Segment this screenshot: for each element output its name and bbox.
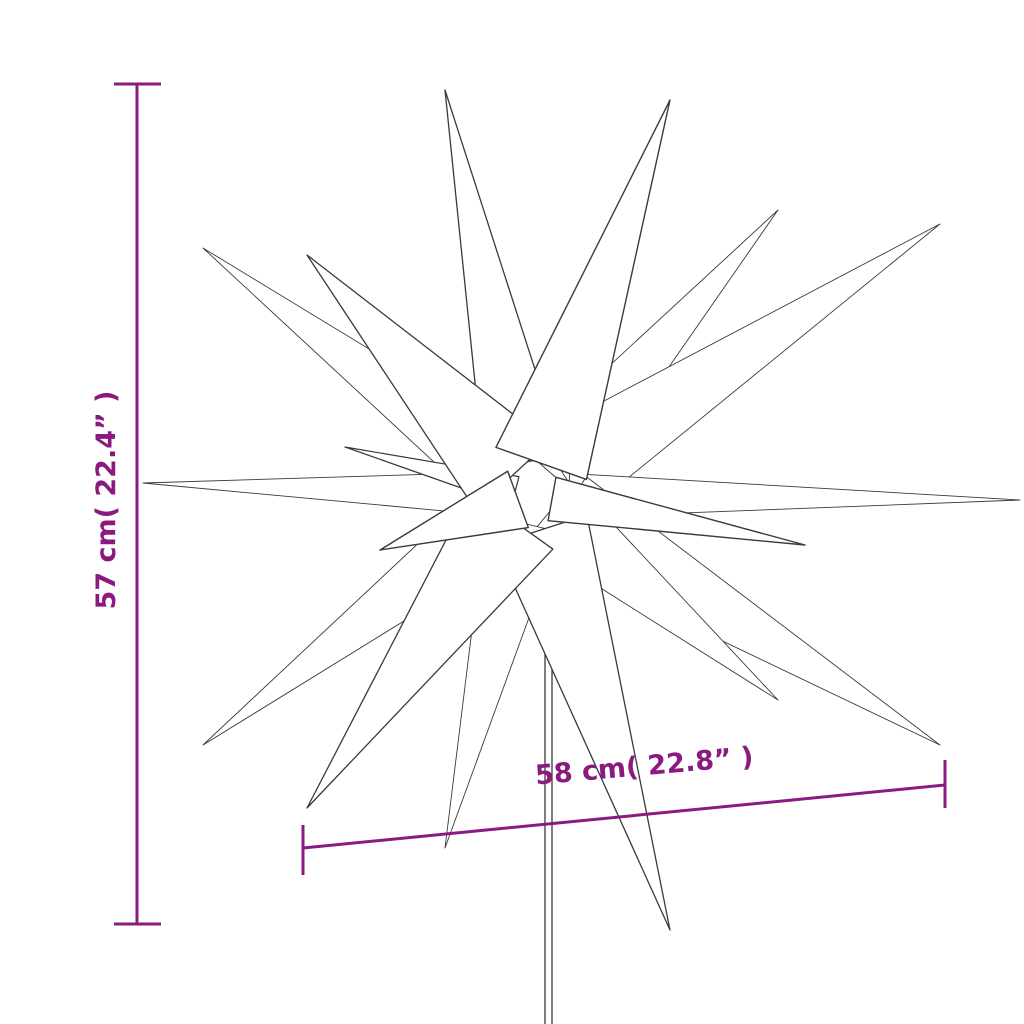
star-spike (547, 476, 806, 546)
star-spike (306, 254, 550, 511)
star-spike (495, 99, 671, 481)
width-label: 58 cm( 22.8” ) (534, 742, 755, 792)
star-spike (379, 470, 530, 551)
star-spike (494, 514, 671, 931)
height-dimension-line (114, 82, 161, 926)
width-dimension-line (301, 760, 947, 875)
star-spikes (142, 89, 1021, 931)
star-spike (537, 223, 941, 512)
height-label: 57 cm( 22.4” ) (91, 391, 122, 610)
stake-stem (544, 640, 553, 1024)
